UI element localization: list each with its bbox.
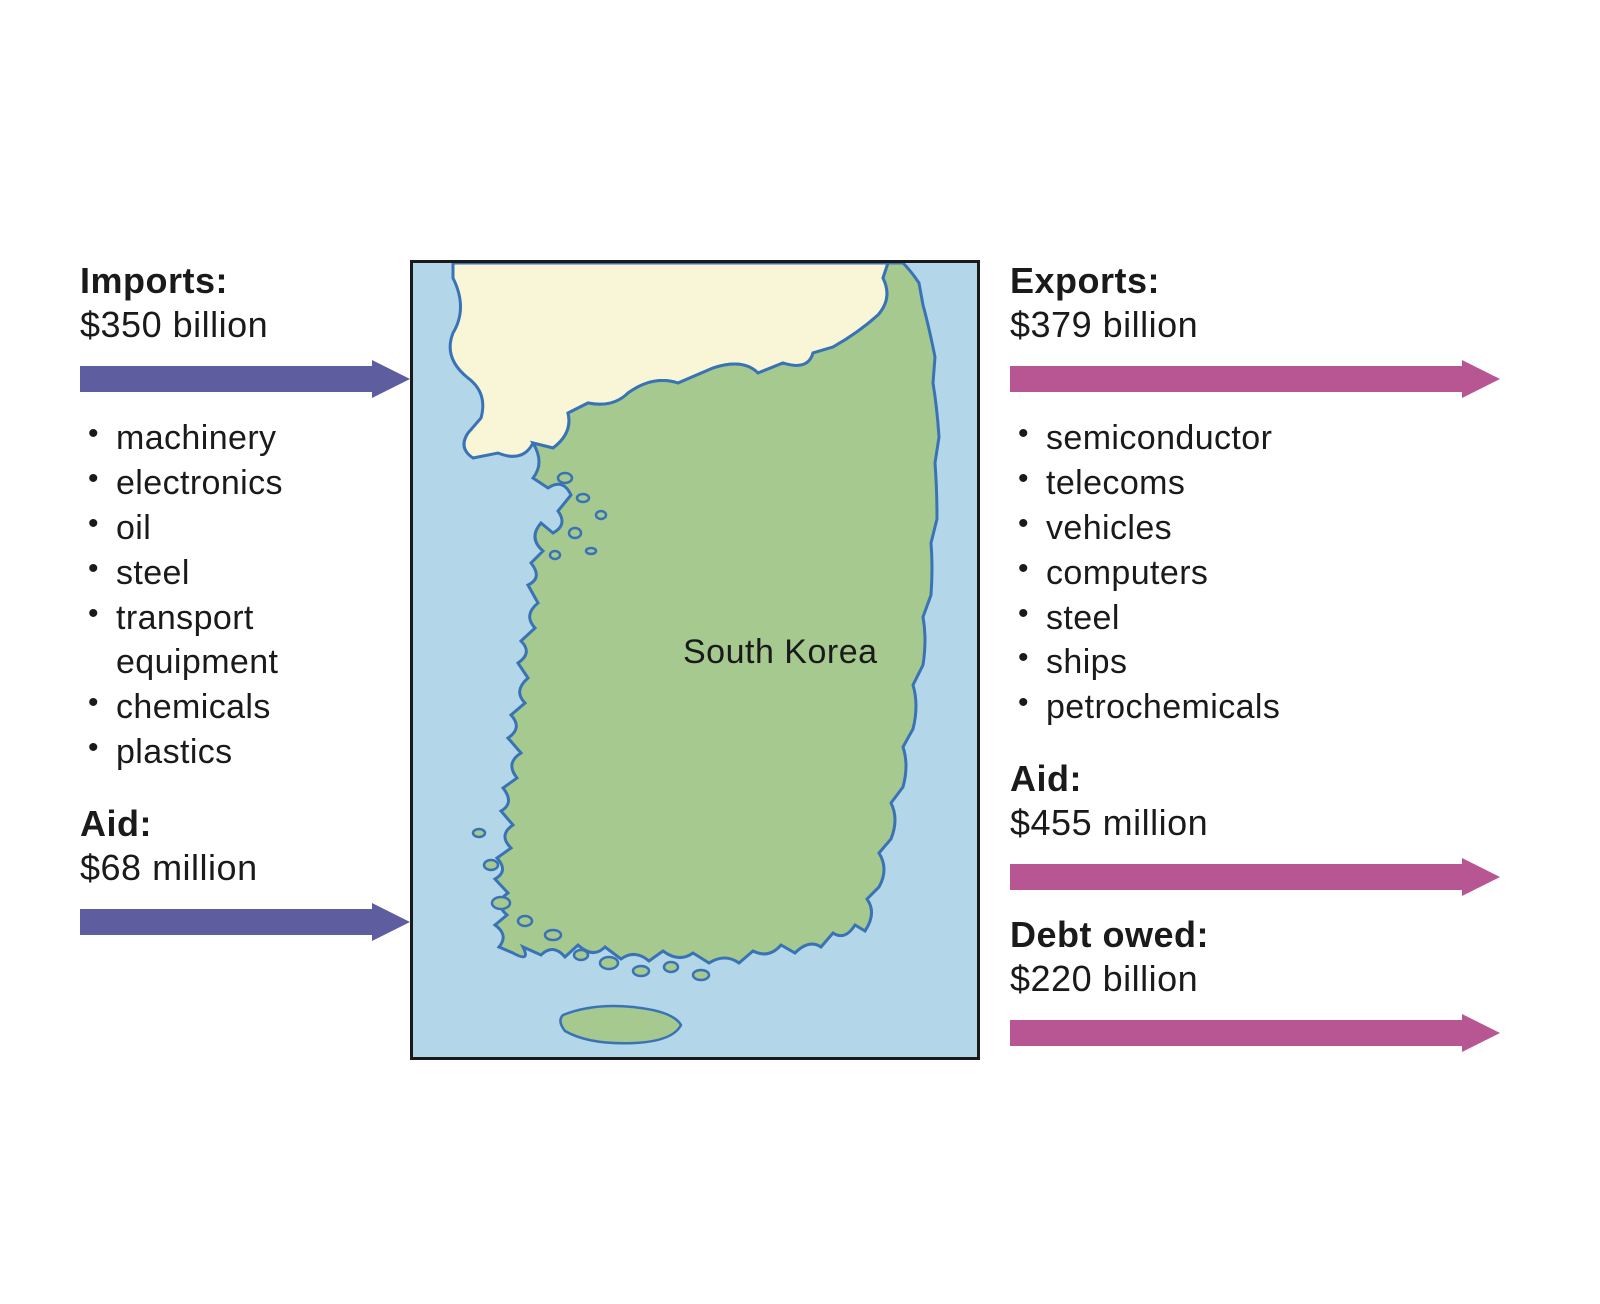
exports-value: $379 billion [1010, 304, 1500, 346]
debt-title: Debt owed: [1010, 914, 1500, 956]
exports-title: Exports: [1010, 260, 1500, 302]
list-item: telecoms [1018, 461, 1500, 506]
aid-in-value: $68 million [80, 847, 410, 889]
right-column: Exports: $379 billion semiconductor tele… [980, 260, 1500, 1070]
exports-section: Exports: $379 billion semiconductor tele… [1010, 260, 1500, 730]
aid-out-value: $455 million [1010, 802, 1500, 844]
imports-section: Imports: $350 billion machinery electron… [80, 260, 410, 775]
debt-value: $220 billion [1010, 958, 1500, 1000]
list-item: machinery [88, 416, 410, 461]
list-item: steel [88, 551, 410, 596]
list-item: transport equipment [88, 596, 410, 686]
exports-items: semiconductor telecoms vehicles computer… [1018, 416, 1500, 730]
debt-arrow [1010, 1014, 1500, 1052]
list-item: electronics [88, 461, 410, 506]
aid-in-section: Aid: $68 million [80, 803, 410, 941]
imports-title: Imports: [80, 260, 410, 302]
list-item: petrochemicals [1018, 685, 1500, 730]
imports-arrow [80, 360, 410, 398]
aid-out-section: Aid: $455 million [1010, 758, 1500, 896]
map-country-label: South Korea [683, 633, 878, 672]
list-item: semiconductor [1018, 416, 1500, 461]
aid-out-title: Aid: [1010, 758, 1500, 800]
infographic-container: Imports: $350 billion machinery electron… [80, 260, 1540, 1110]
map-box: South Korea [410, 260, 980, 1060]
list-item: computers [1018, 551, 1500, 596]
aid-in-title: Aid: [80, 803, 410, 845]
list-item: steel [1018, 596, 1500, 641]
imports-items: machinery electronics oil steel transpor… [88, 416, 410, 775]
left-column: Imports: $350 billion machinery electron… [80, 260, 410, 959]
aid-in-arrow [80, 903, 410, 941]
list-item: chemicals [88, 685, 410, 730]
exports-arrow [1010, 360, 1500, 398]
imports-value: $350 billion [80, 304, 410, 346]
list-item: oil [88, 506, 410, 551]
aid-out-arrow [1010, 858, 1500, 896]
list-item: ships [1018, 640, 1500, 685]
list-item: plastics [88, 730, 410, 775]
debt-section: Debt owed: $220 billion [1010, 914, 1500, 1052]
list-item: vehicles [1018, 506, 1500, 551]
